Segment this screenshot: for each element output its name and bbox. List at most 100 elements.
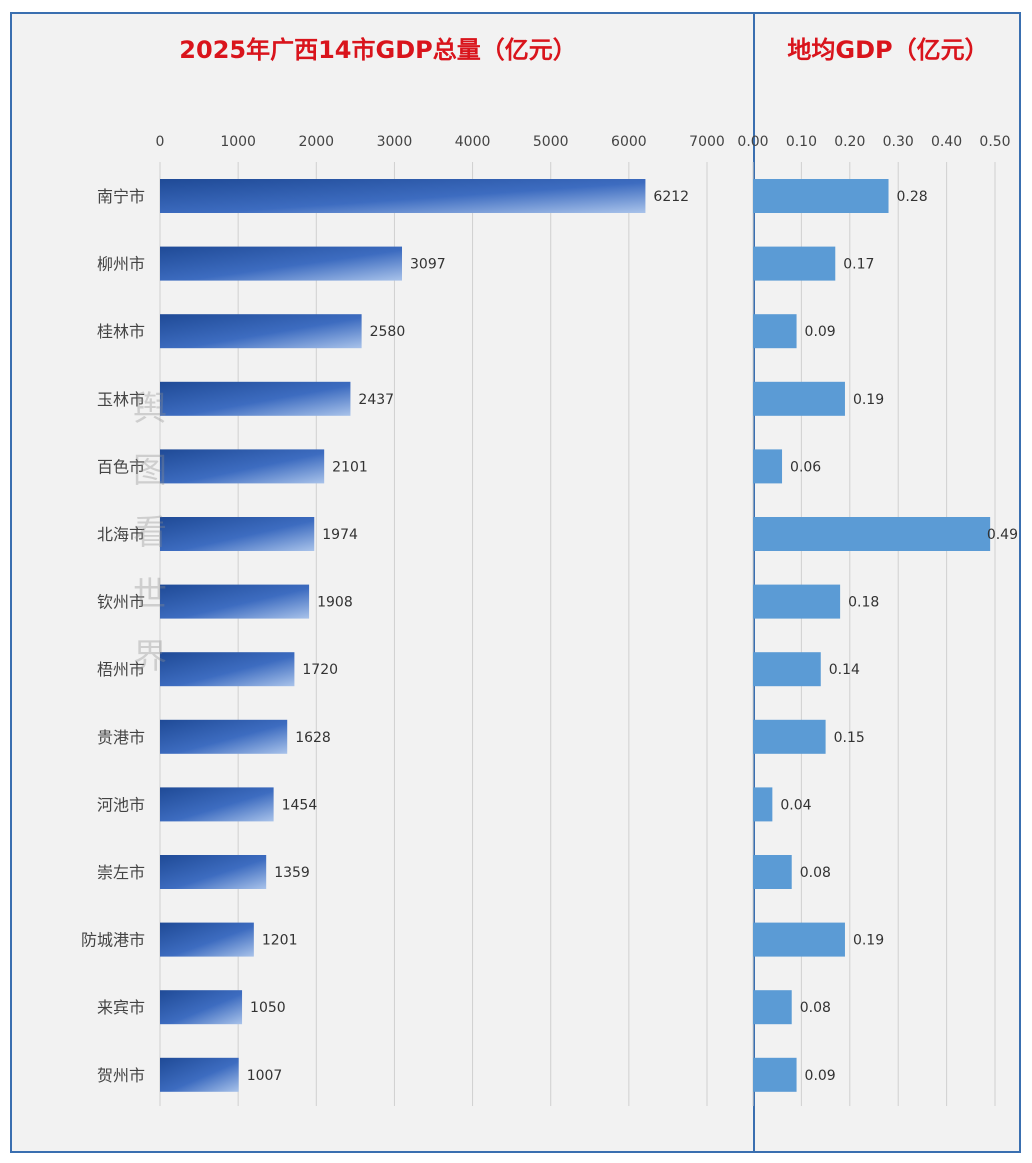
- left-axis-ticks: 0 1000 2000 3000 4000 5000 6000 7000: [156, 134, 725, 150]
- gdp-value-label: 1007: [247, 1068, 283, 1084]
- density-bar: [753, 922, 845, 957]
- density-value-label: 0.09: [805, 324, 836, 340]
- right-tick-label: 0.00: [737, 134, 768, 150]
- right-tick-label: 0.30: [883, 134, 914, 150]
- watermark-char: 世: [133, 575, 167, 615]
- gdp-bar: [160, 719, 288, 754]
- gdp-bar: [160, 922, 254, 957]
- left-tick-label: 5000: [533, 134, 569, 150]
- right-tick-label: 0.40: [931, 134, 962, 150]
- gdp-value-label: 3097: [410, 257, 446, 273]
- gdp-bar: [160, 584, 310, 619]
- left-gridlines: [159, 162, 708, 1106]
- city-label: 防城港市: [81, 931, 145, 950]
- density-value-label: 0.08: [800, 1000, 831, 1016]
- density-bar: [753, 517, 991, 551]
- right-axis-ticks: 0.00 0.10 0.20 0.30 0.40 0.50: [737, 134, 1010, 150]
- density-bar: [753, 179, 889, 213]
- right-tick-label: 0.20: [834, 134, 865, 150]
- city-label: 百色市: [97, 457, 145, 476]
- city-label: 来宾市: [97, 998, 145, 1017]
- gdp-value-label: 1628: [295, 730, 331, 746]
- right-tick-label: 0.50: [979, 134, 1010, 150]
- city-label: 贵港市: [97, 728, 145, 747]
- density-bar: [753, 990, 792, 1025]
- gdp-bar: [160, 652, 295, 687]
- city-labels: 南宁市柳州市桂林市玉林市百色市北海市钦州市梧州市贵港市河池市崇左市防城港市来宾市…: [81, 187, 145, 1085]
- density-value-label: 0.14: [829, 662, 860, 678]
- density-value-label: 0.04: [780, 797, 811, 813]
- watermark-char: 舆: [133, 389, 167, 429]
- city-label: 北海市: [97, 525, 145, 544]
- watermark-char: 界: [133, 637, 167, 677]
- density-value-label: 0.09: [805, 1068, 836, 1084]
- density-bar: [753, 1057, 797, 1092]
- city-label: 钦州市: [97, 593, 145, 612]
- gdp-value-label: 1050: [250, 1000, 286, 1016]
- left-tick-label: 7000: [689, 134, 725, 150]
- density-bar: [753, 652, 821, 687]
- density-bar: [753, 719, 826, 754]
- right-gridlines: [752, 162, 996, 1106]
- gdp-bar: [160, 314, 362, 349]
- density-value-label: 0.19: [853, 933, 884, 949]
- gdp-value-label: 1454: [282, 797, 318, 813]
- density-value-label: 0.08: [800, 865, 831, 881]
- density-value-label: 0.15: [834, 730, 865, 746]
- left-chart-title: 2025年广西14市GDP总量（亿元）: [179, 36, 577, 64]
- city-label: 南宁市: [97, 187, 145, 206]
- density-value-label: 0.19: [853, 392, 884, 408]
- left-tick-label: 4000: [455, 134, 491, 150]
- left-tick-label: 1000: [220, 134, 256, 150]
- gdp-value-label: 6212: [653, 189, 689, 205]
- gdp-value-label: 1201: [262, 933, 298, 949]
- density-bar: [753, 449, 783, 484]
- gdp-bar: [160, 855, 267, 889]
- right-chart-title: 地均GDP（亿元）: [787, 36, 989, 64]
- gdp-bar: [160, 990, 243, 1025]
- gdp-value-label: 1720: [302, 662, 338, 678]
- density-value-label: 0.18: [848, 595, 879, 611]
- gdp-bar: [160, 246, 403, 281]
- density-bar: [753, 584, 841, 619]
- right-tick-label: 0.10: [786, 134, 817, 150]
- left-tick-label: 2000: [298, 134, 334, 150]
- city-label: 玉林市: [97, 390, 145, 409]
- city-label: 梧州市: [97, 660, 145, 679]
- gdp-bar: [160, 449, 325, 484]
- city-label: 贺州市: [97, 1066, 145, 1085]
- watermark-char: 图: [133, 451, 167, 491]
- watermark-char: 看: [133, 513, 167, 553]
- density-value-label: 0.28: [897, 189, 928, 205]
- density-bar: [753, 787, 773, 822]
- density-bar: [753, 381, 845, 416]
- left-tick-label: 3000: [377, 134, 413, 150]
- panel-divider: [753, 12, 755, 1153]
- gdp-value-label: 1359: [274, 865, 310, 881]
- gdp-value-label: 1974: [322, 527, 358, 543]
- density-bar: [753, 246, 836, 281]
- left-tick-label: 0: [156, 134, 165, 150]
- gdp-bar: [160, 179, 646, 213]
- density-value-label: 0.06: [790, 459, 821, 475]
- city-label: 崇左市: [97, 863, 145, 882]
- gdp-bar: [160, 1057, 239, 1092]
- left-tick-label: 6000: [611, 134, 647, 150]
- gdp-value-label: 2580: [370, 324, 406, 340]
- gdp-value-label: 2101: [332, 459, 368, 475]
- density-value-label: 0.17: [843, 257, 874, 273]
- city-label: 柳州市: [97, 255, 145, 274]
- density-value-label: 0.49: [987, 527, 1018, 543]
- gdp-bar: [160, 517, 315, 551]
- density-bar: [753, 855, 792, 889]
- gdp-bar: [160, 787, 274, 822]
- density-bar: [753, 314, 797, 349]
- city-label: 河池市: [97, 795, 145, 814]
- gdp-value-label: 1908: [317, 595, 353, 611]
- density-bars: 0.28 0.17 0.09 0.19 0.06 0.49 0.18 0.14 0.15 0.04…: [753, 179, 1018, 1092]
- gdp-value-label: 2437: [358, 392, 394, 408]
- city-label: 桂林市: [97, 322, 145, 341]
- gdp-bar: [160, 381, 351, 416]
